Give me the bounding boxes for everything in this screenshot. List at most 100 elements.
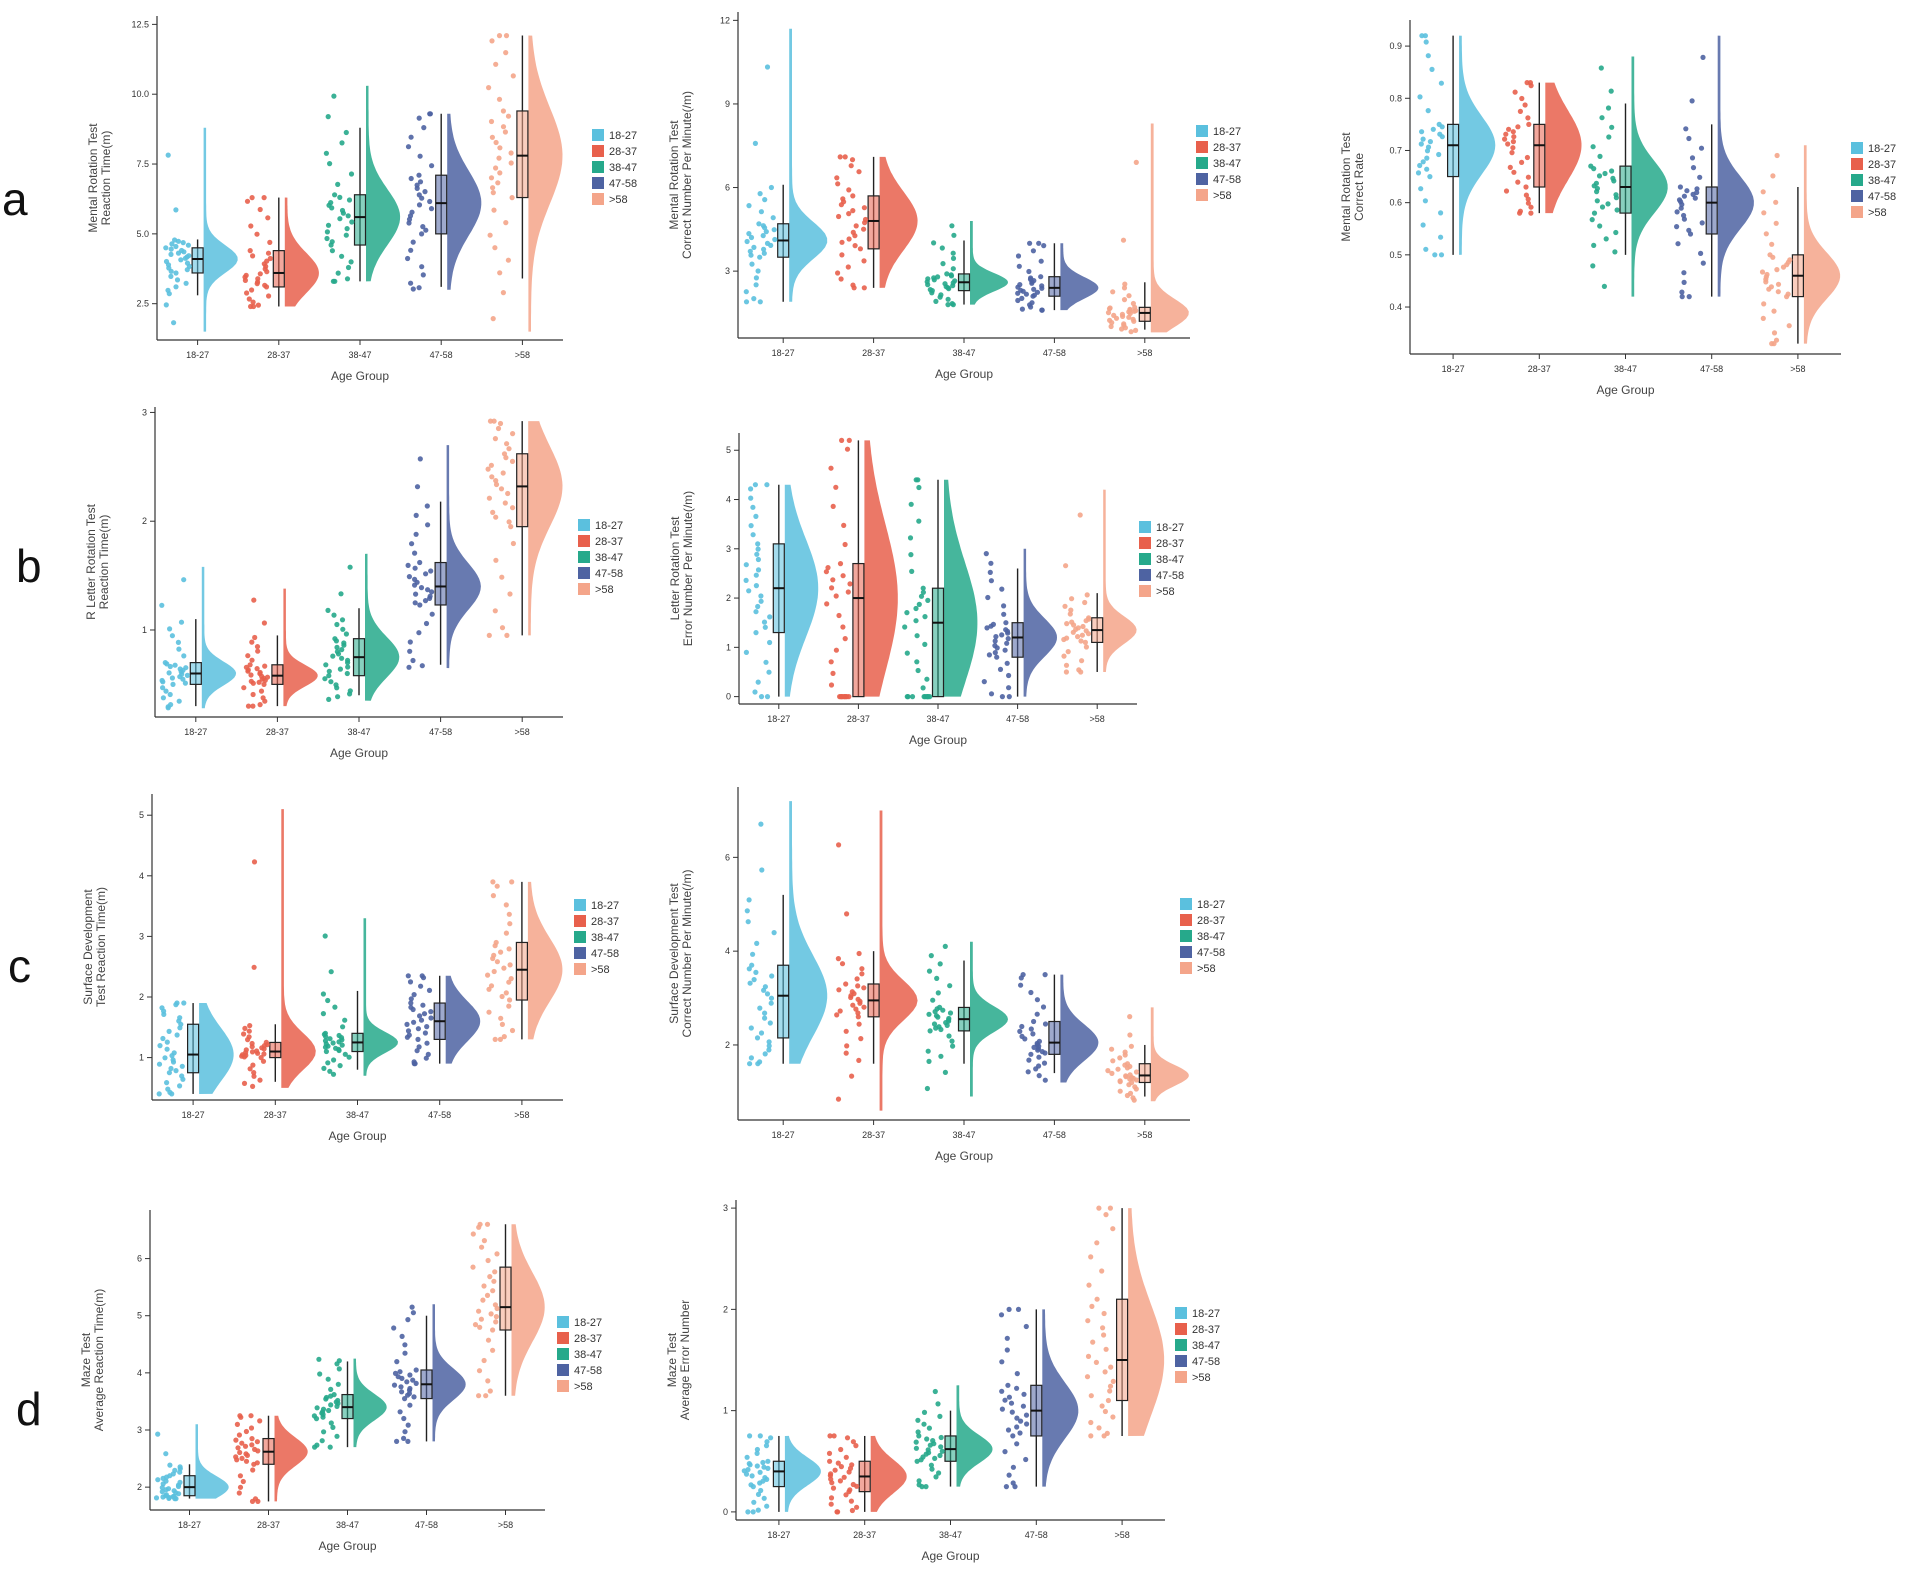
data-point [925,597,931,604]
data-point [755,546,761,552]
data-point [747,980,753,986]
data-point [405,1422,411,1428]
data-point [408,175,414,182]
data-point [1096,1425,1102,1431]
data-point [856,1057,862,1063]
data-point [844,446,851,452]
x-axis-title: Age Group [921,1549,979,1563]
data-point [1034,1011,1040,1017]
data-point [257,669,263,676]
data-point [422,189,428,195]
data-point [908,501,914,507]
x-tick-label: 47-58 [430,350,453,360]
violin-shape [1023,548,1057,697]
data-point [486,495,492,501]
data-point [407,1385,413,1392]
violin-shape [1150,1007,1189,1102]
data-point [753,969,759,976]
data-point [177,1464,183,1470]
violin-shape [1128,1208,1165,1436]
data-point [926,1058,932,1064]
data-point [503,990,509,996]
data-point [850,208,856,214]
data-point [1006,1306,1012,1312]
data-point [913,1439,919,1445]
legend-swatch [1175,1323,1187,1335]
data-point [747,1433,753,1439]
data-point [413,531,419,537]
data-point [1023,1323,1029,1330]
data-point [237,1473,243,1479]
data-point [335,270,341,276]
data-point [992,638,998,644]
x-tick-label: 28-37 [853,1530,876,1540]
data-point [410,286,416,292]
data-point [1609,124,1615,130]
data-point [759,867,765,873]
data-point [1517,108,1523,114]
data-point [1417,94,1423,100]
data-point [852,243,858,249]
data-point [409,209,415,215]
legend-swatch [1851,206,1863,218]
data-point [323,1048,329,1055]
data-point [169,675,175,681]
data-point [931,275,937,281]
data-point [1606,134,1612,140]
data-point [245,703,252,709]
data-point [744,238,750,245]
data-point [265,215,271,221]
violin-shape [511,1224,545,1396]
data-point [751,244,757,250]
data-point [406,1032,412,1038]
data-point [250,253,256,259]
data-point [753,572,759,578]
data-point [254,1048,260,1054]
data-point [765,1458,771,1464]
data-point [320,1011,326,1017]
series-38-47 [924,220,1008,308]
violin-shape [1150,123,1189,333]
data-point [830,577,836,583]
data-point [946,1033,952,1039]
data-point [1108,1364,1114,1370]
data-point [481,1357,487,1364]
y-axis-title-line: Average Error Number [678,1300,692,1421]
data-point [416,115,422,121]
data-point [1769,341,1775,347]
data-point [850,193,856,199]
data-point [1596,173,1603,179]
data-point [947,983,953,989]
legend-label: 28-37 [1213,142,1241,154]
data-point [1432,252,1438,258]
data-point [986,652,993,658]
violin-shape [1545,82,1582,214]
data-point [414,484,421,490]
data-point [345,213,351,219]
legend-swatch [1139,553,1151,565]
data-point [942,1069,949,1075]
legend-label: 18-27 [595,520,623,532]
violin-shape [1060,243,1099,311]
data-point [763,659,769,665]
data-point [258,1055,264,1061]
data-point [1593,180,1599,186]
data-point [411,1019,417,1025]
data-point [239,1440,245,1446]
data-point [254,666,260,672]
data-point [1109,1070,1115,1076]
data-point [828,1501,834,1507]
series-47-58 [1017,972,1099,1083]
data-point [1094,1296,1100,1302]
series-38-47 [924,941,1008,1097]
data-point [746,203,752,209]
data-point [493,139,499,146]
data-point [927,1028,933,1034]
data-point [746,588,752,594]
data-point [501,451,508,457]
data-point [394,1359,400,1365]
data-point [925,276,931,282]
data-point [764,991,771,997]
data-point [752,689,758,695]
legend-swatch [1180,898,1192,910]
